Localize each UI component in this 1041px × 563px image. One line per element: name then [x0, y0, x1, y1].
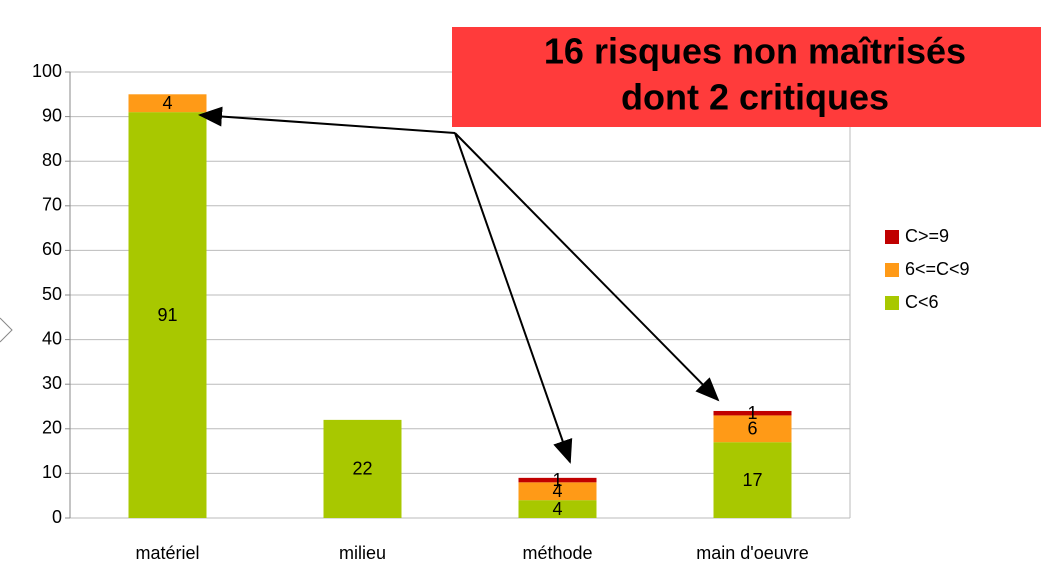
data-label: 91 [157, 305, 177, 325]
legend-swatch [885, 230, 899, 244]
legend-label: C<6 [905, 292, 939, 312]
legend-label: C>=9 [905, 226, 949, 246]
y-tick-label: 50 [42, 284, 62, 304]
data-label: 6 [747, 419, 757, 439]
y-tick-label: 10 [42, 462, 62, 482]
x-tick-label: main d'oeuvre [696, 543, 809, 563]
bar-segment [518, 477, 597, 483]
data-label: 22 [352, 459, 372, 479]
x-tick-label: méthode [522, 543, 592, 563]
arrow [454, 132, 720, 402]
bar-segment [713, 415, 792, 443]
y-tick-label: 40 [42, 328, 62, 348]
y-tick-label: 30 [42, 373, 62, 393]
data-label: 1 [747, 403, 757, 423]
y-tick-label: 60 [42, 239, 62, 259]
data-label: 4 [162, 93, 172, 113]
arrow [454, 132, 573, 464]
decoration [0, 317, 13, 343]
bar-segment [128, 94, 207, 113]
bar-segment [128, 112, 207, 518]
bar-segment [323, 419, 402, 518]
data-label: 1 [552, 470, 562, 490]
y-tick-label: 100 [32, 61, 62, 81]
bar-segment [713, 410, 792, 416]
arrow [198, 106, 456, 134]
y-tick-label: 80 [42, 150, 62, 170]
x-tick-label: matériel [135, 543, 199, 563]
legend-swatch [885, 263, 899, 277]
bar-segment [518, 500, 597, 518]
annotation-box [452, 27, 1041, 127]
x-tick-label: milieu [339, 543, 386, 563]
data-label: 4 [552, 499, 562, 519]
y-tick-label: 20 [42, 418, 62, 438]
y-tick-label: 0 [52, 507, 62, 527]
annotation-text: 16 risques non maîtrisés [544, 31, 966, 72]
data-label: 17 [742, 470, 762, 490]
bar-segment [518, 482, 597, 501]
y-tick-label: 90 [42, 105, 62, 125]
legend-label: 6<=C<9 [905, 259, 970, 279]
y-tick-label: 70 [42, 195, 62, 215]
data-label: 4 [552, 481, 562, 501]
legend-swatch [885, 296, 899, 310]
annotation-text: dont 2 critiques [621, 77, 889, 118]
bar-segment [713, 442, 792, 518]
